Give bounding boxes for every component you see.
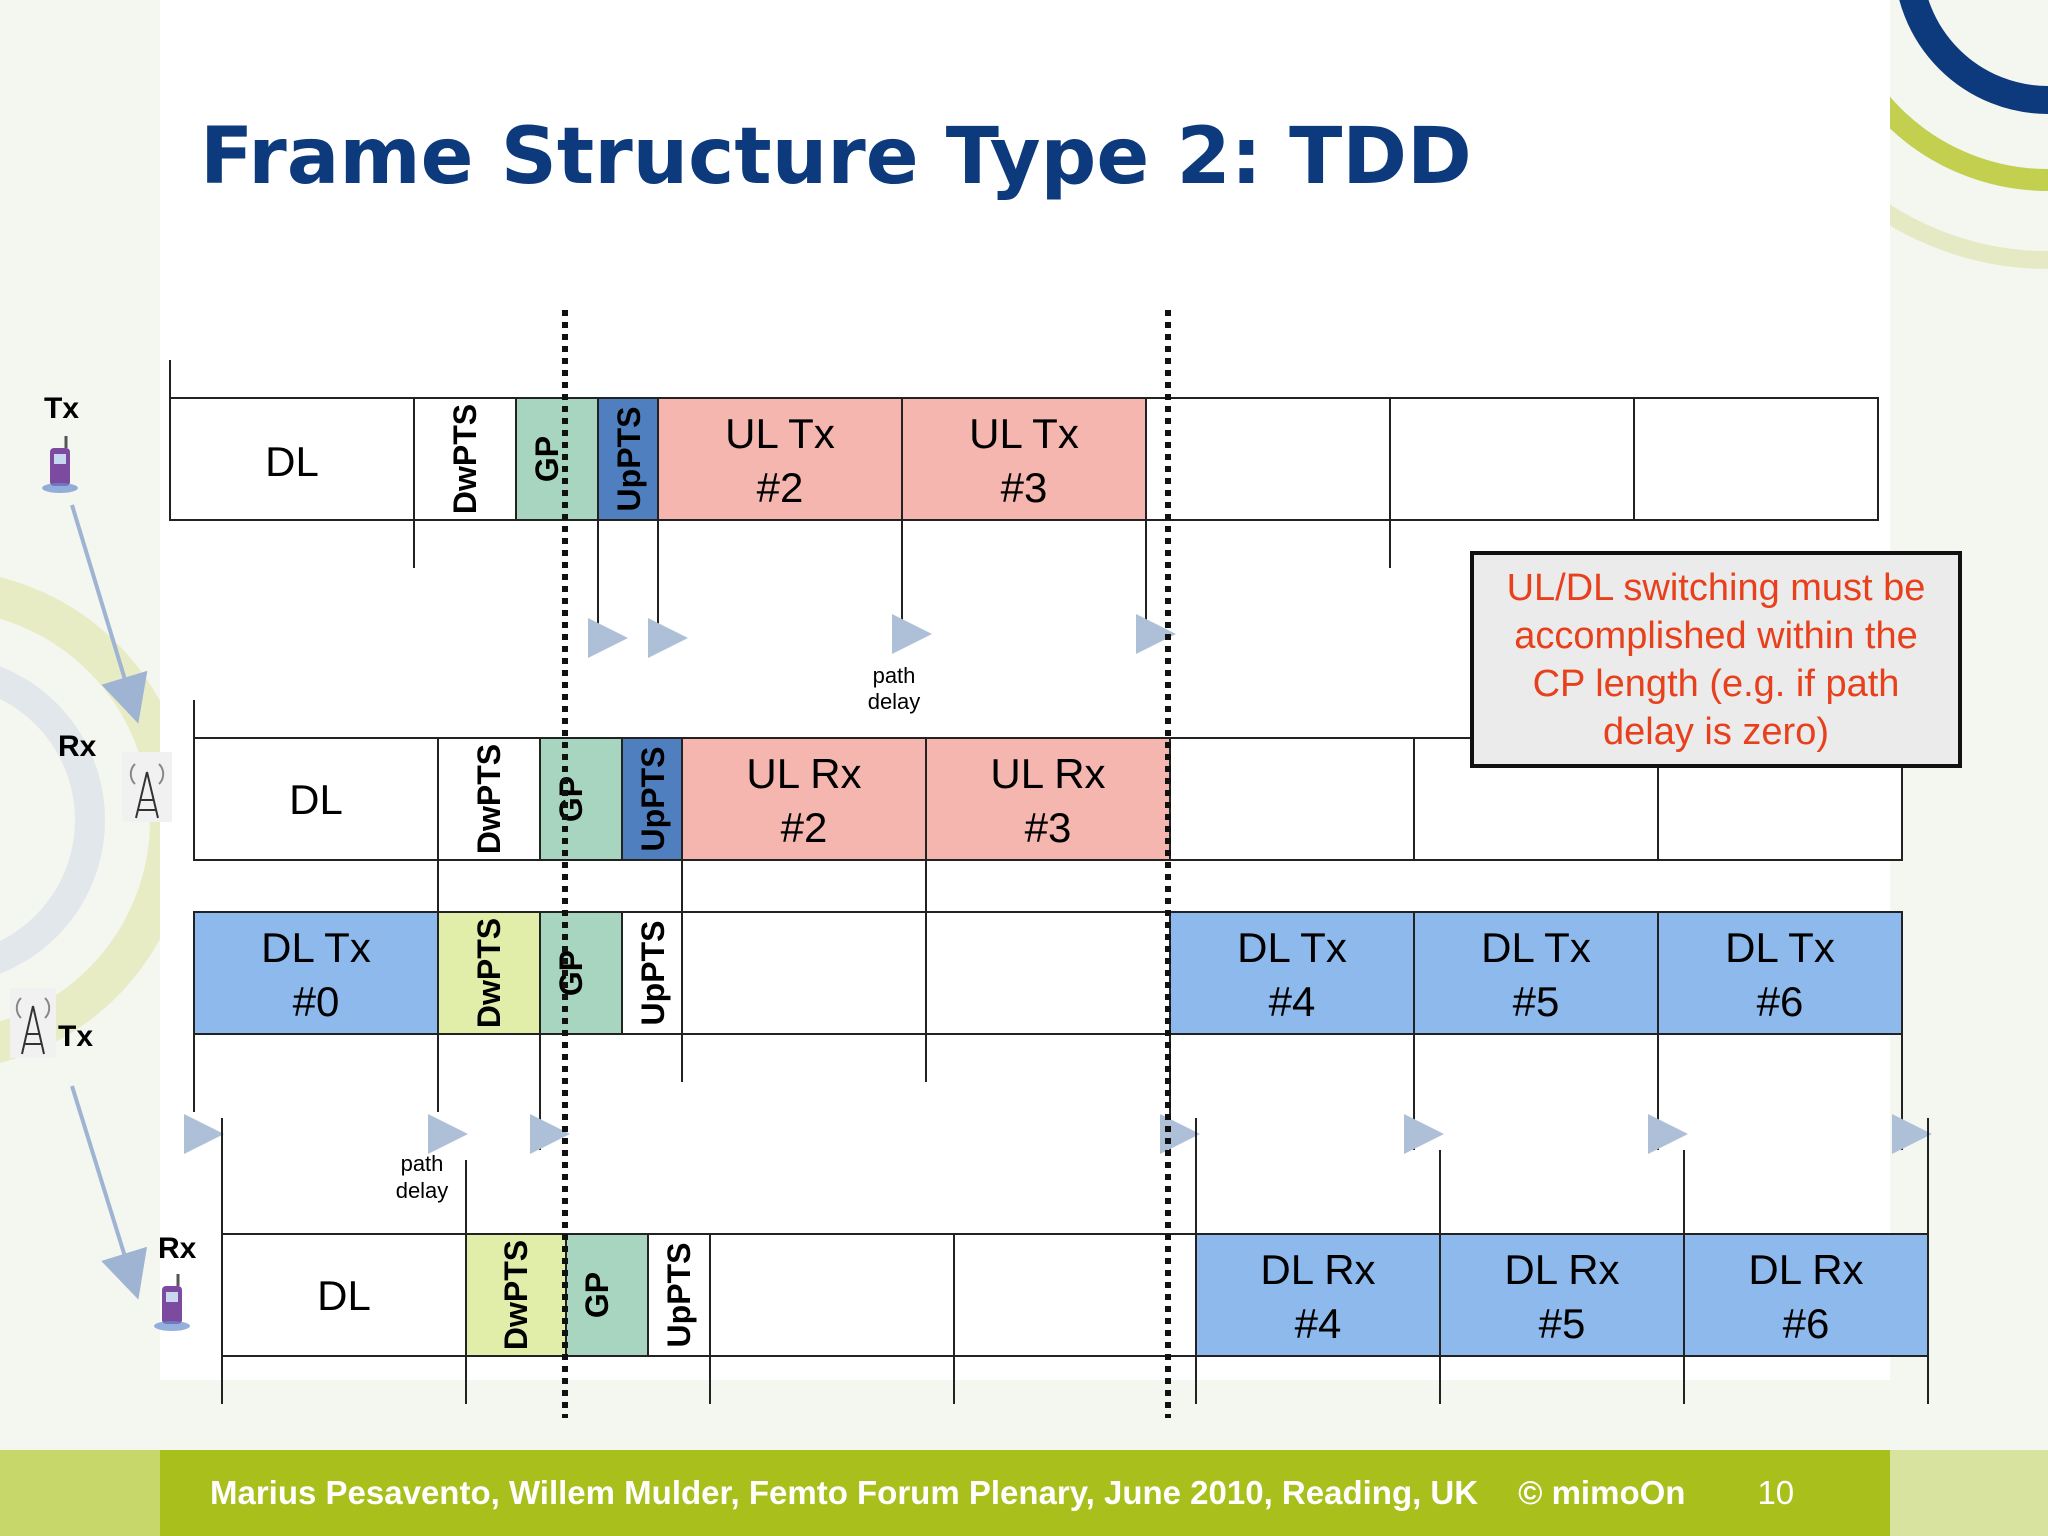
tx1-gp-label: GP <box>529 436 565 482</box>
tx2-row-label: Tx <box>58 1020 93 1053</box>
rx1-sf2-line2: #2 <box>781 804 828 851</box>
rx1-dl-label: DL <box>289 776 343 823</box>
footer-right-strip <box>1890 1450 2048 1536</box>
rx2-gp-cell <box>565 1233 649 1357</box>
tx2-uppts-label: UpPTS <box>635 921 671 1026</box>
rx2-sf3-cell <box>953 1233 1197 1357</box>
rx1-sf3-line2: #3 <box>1025 804 1072 851</box>
tx1-sf3-line2: #3 <box>1001 464 1048 511</box>
rx2-sf4-cell <box>1195 1233 1441 1357</box>
rx1-row-label: Rx <box>58 730 97 763</box>
rx1-sf2-line1: UL Rx <box>746 750 861 797</box>
rx2-gp-label: GP <box>579 1272 615 1318</box>
path-delay-label-2a: path <box>401 1151 444 1176</box>
tx1-dl-label: DL <box>265 438 319 485</box>
phone-icon <box>154 1274 190 1331</box>
rx2-uppts-cell <box>647 1233 711 1357</box>
rx1-sf2-cell <box>681 737 927 861</box>
rx2-sf6-line1: DL Rx <box>1748 1246 1863 1293</box>
tx1-dwpts-label: DwPTS <box>447 404 483 514</box>
rx2-sf6-cell <box>1683 1233 1929 1357</box>
tx2-gp-label: GP <box>553 950 589 996</box>
phone-icon <box>42 436 78 493</box>
row-ue-tx: DL DwPTS GP UpPTS UL Tx #2 UL Tx #3 Tx <box>42 360 1879 632</box>
path-delay-label-1a: path <box>873 663 916 688</box>
rx2-sf6-line2: #6 <box>1783 1300 1830 1347</box>
tx1-uppts-label: UpPTS <box>611 407 647 512</box>
tx2-sf3-cell <box>925 911 1171 1035</box>
rx1-sf3-line1: UL Rx <box>990 750 1105 797</box>
ul-dl-switching-note: UL/DL switching must be accomplished wit… <box>1470 551 1962 768</box>
tx1-sf7-cell <box>1145 397 1391 521</box>
tx2-uppts-cell <box>621 911 683 1035</box>
tx1-sf3-cell <box>901 397 1147 521</box>
tx1-sf3-line1: UL Tx <box>969 410 1079 457</box>
tx2-sf2-cell <box>681 911 927 1035</box>
antenna-tower-icon <box>122 752 172 822</box>
footer-left-strip <box>0 1450 160 1536</box>
tx1-dwpts-cell <box>413 397 517 521</box>
page-number: 10 <box>1757 1474 1795 1511</box>
row-ue-rx: DL DwPTS GP UpPTS DL Rx #4 DL Rx #5 DL R… <box>154 1118 1929 1404</box>
path-delay-label-1b: delay <box>868 689 921 714</box>
rx2-sf5-line1: DL Rx <box>1504 1246 1619 1293</box>
rx1-dwpts-cell <box>437 737 541 861</box>
tx1-sf2-cell <box>657 397 903 521</box>
rx1-uppts-cell <box>621 737 683 861</box>
rx2-row-label: Rx <box>158 1232 197 1265</box>
row-enb-tx: DL Tx #0 DwPTS GP UpPTS DL Tx #4 DL Tx #… <box>10 860 1903 1150</box>
tx2-sf4-line2: #4 <box>1269 978 1316 1025</box>
antenna-tower-icon <box>10 988 56 1058</box>
rx2-dwpts-label: DwPTS <box>498 1240 534 1350</box>
footer-copyright: © mimoOn <box>1518 1474 1686 1511</box>
rx2-sf5-line2: #5 <box>1539 1300 1586 1347</box>
enb-to-ue-arrow <box>70 1085 148 1300</box>
tx2-sf0-line1: DL Tx <box>261 924 371 971</box>
rx1-sf7-cell <box>1169 737 1415 861</box>
tx2-sf5-line2: #5 <box>1513 978 1560 1025</box>
tx2-sf0-line2: #0 <box>293 978 340 1025</box>
ue-to-enb-arrow <box>70 504 148 724</box>
rx2-sf2-cell <box>709 1233 955 1357</box>
rx2-dl-label: DL <box>317 1272 371 1319</box>
rx1-dwpts-label: DwPTS <box>471 744 507 854</box>
slide-title: Frame Structure Type 2: TDD <box>200 112 1472 202</box>
rx2-sf5-cell <box>1439 1233 1685 1357</box>
tx2-sf4-line1: DL Tx <box>1237 924 1347 971</box>
tx1-sf2-line1: UL Tx <box>725 410 835 457</box>
tx2-sf4-cell <box>1169 911 1415 1035</box>
tx2-sf6-cell <box>1657 911 1903 1035</box>
path-delay-label-2b: delay <box>396 1178 449 1203</box>
footer-authors: Marius Pesavento, Willem Mulder, Femto F… <box>210 1474 1479 1511</box>
footer-bar: Marius Pesavento, Willem Mulder, Femto F… <box>160 1450 1890 1536</box>
rx2-sf4-line2: #4 <box>1295 1300 1342 1347</box>
rx2-dwpts-cell <box>465 1233 567 1357</box>
tx1-gp-cell <box>515 397 599 521</box>
tx2-dwpts-label: DwPTS <box>471 918 507 1028</box>
tx2-dwpts-cell <box>437 911 541 1035</box>
rx1-uppts-label: UpPTS <box>635 747 671 852</box>
tx2-sf0-cell <box>193 911 439 1035</box>
tx1-row-label: Tx <box>44 392 79 425</box>
rx2-sf4-line1: DL Rx <box>1260 1246 1375 1293</box>
rx2-uppts-label: UpPTS <box>661 1243 697 1348</box>
path-delay-arrows-ul <box>588 614 1176 658</box>
tx2-sf6-line2: #6 <box>1757 978 1804 1025</box>
tx2-sf5-line1: DL Tx <box>1481 924 1591 971</box>
tx2-sf6-line1: DL Tx <box>1725 924 1835 971</box>
tx1-sf8-cell <box>1389 397 1635 521</box>
tx2-gp-cell <box>539 911 623 1035</box>
tx1-sf9-cell <box>1633 397 1879 521</box>
decor-arc-left-blue <box>0 666 105 974</box>
tx1-sf2-line2: #2 <box>757 464 804 511</box>
rx1-gp-label: GP <box>553 776 589 822</box>
